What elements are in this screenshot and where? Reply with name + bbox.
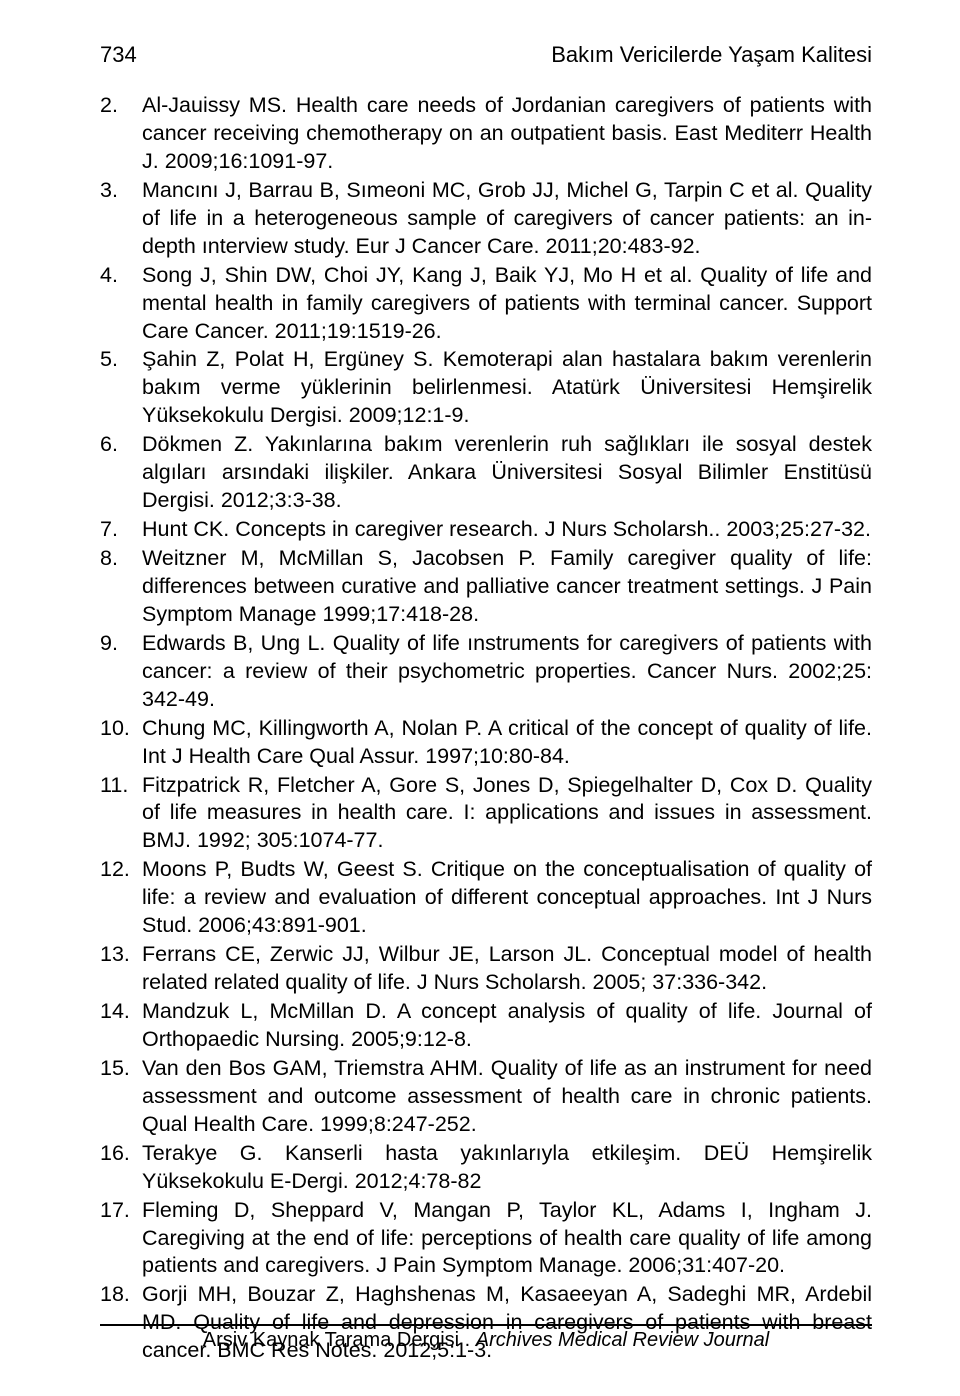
reference-item: 13.Ferrans CE, Zerwic JJ, Wilbur JE, Lar…: [100, 941, 872, 997]
reference-text: Fleming D, Sheppard V, Mangan P, Taylor …: [142, 1197, 872, 1281]
reference-item: 7.Hunt CK. Concepts in caregiver researc…: [100, 516, 872, 544]
reference-item: 10.Chung MC, Killingworth A, Nolan P. A …: [100, 715, 872, 771]
reference-item: 17.Fleming D, Sheppard V, Mangan P, Tayl…: [100, 1197, 872, 1281]
reference-item: 12.Moons P, Budts W, Geest S. Critique o…: [100, 856, 872, 940]
reference-item: 6.Dökmen Z. Yakınlarına bakım verenlerin…: [100, 431, 872, 515]
reference-text: Dökmen Z. Yakınlarına bakım verenlerin r…: [142, 431, 872, 515]
footer-text: Arşiv Kaynak Tarama Dergisi . Archives M…: [100, 1329, 872, 1352]
reference-item: 15.Van den Bos GAM, Triemstra AHM. Quali…: [100, 1055, 872, 1139]
reference-text: Weitzner M, McMillan S, Jacobsen P. Fami…: [142, 545, 872, 629]
reference-number: 14.: [100, 998, 142, 1054]
footer-journal-tr: Arşiv Kaynak Tarama Dergisi .: [203, 1329, 471, 1351]
reference-text: Al-Jauissy MS. Health care needs of Jord…: [142, 92, 872, 176]
reference-number: 5.: [100, 346, 142, 430]
reference-number: 16.: [100, 1140, 142, 1196]
reference-item: 4.Song J, Shin DW, Choi JY, Kang J, Baik…: [100, 262, 872, 346]
page-footer: Arşiv Kaynak Tarama Dergisi . Archives M…: [100, 1324, 872, 1352]
reference-number: 13.: [100, 941, 142, 997]
reference-text: Song J, Shin DW, Choi JY, Kang J, Baik Y…: [142, 262, 872, 346]
reference-item: 3.Mancını J, Barrau B, Sımeoni MC, Grob …: [100, 177, 872, 261]
reference-list: 2.Al-Jauissy MS. Health care needs of Jo…: [100, 92, 872, 1365]
header-title: Bakım Vericilerde Yaşam Kalitesi: [551, 42, 872, 68]
reference-text: Hunt CK. Concepts in caregiver research.…: [142, 516, 872, 544]
reference-item: 5.Şahin Z, Polat H, Ergüney S. Kemoterap…: [100, 346, 872, 430]
reference-text: Moons P, Budts W, Geest S. Critique on t…: [142, 856, 872, 940]
footer-journal-en: Archives Medical Review Journal: [476, 1329, 769, 1351]
reference-item: 9.Edwards B, Ung L. Quality of life ınst…: [100, 630, 872, 714]
reference-item: 14.Mandzuk L, McMillan D. A concept anal…: [100, 998, 872, 1054]
reference-text: Mandzuk L, McMillan D. A concept analysi…: [142, 998, 872, 1054]
reference-number: 9.: [100, 630, 142, 714]
page-header: 734 Bakım Vericilerde Yaşam Kalitesi: [100, 42, 872, 68]
page-number: 734: [100, 42, 137, 68]
reference-number: 10.: [100, 715, 142, 771]
reference-number: 15.: [100, 1055, 142, 1139]
reference-text: Edwards B, Ung L. Quality of life ınstru…: [142, 630, 872, 714]
reference-text: Ferrans CE, Zerwic JJ, Wilbur JE, Larson…: [142, 941, 872, 997]
reference-number: 3.: [100, 177, 142, 261]
reference-number: 8.: [100, 545, 142, 629]
reference-item: 16.Terakye G. Kanserli hasta yakınlarıyl…: [100, 1140, 872, 1196]
reference-number: 11.: [100, 772, 142, 856]
reference-text: Fitzpatrick R, Fletcher A, Gore S, Jones…: [142, 772, 872, 856]
reference-number: 17.: [100, 1197, 142, 1281]
reference-number: 4.: [100, 262, 142, 346]
reference-number: 6.: [100, 431, 142, 515]
reference-text: Van den Bos GAM, Triemstra AHM. Quality …: [142, 1055, 872, 1139]
reference-item: 11.Fitzpatrick R, Fletcher A, Gore S, Jo…: [100, 772, 872, 856]
reference-text: Mancını J, Barrau B, Sımeoni MC, Grob JJ…: [142, 177, 872, 261]
reference-text: Terakye G. Kanserli hasta yakınlarıyla e…: [142, 1140, 872, 1196]
reference-number: 2.: [100, 92, 142, 176]
reference-number: 12.: [100, 856, 142, 940]
reference-item: 2.Al-Jauissy MS. Health care needs of Jo…: [100, 92, 872, 176]
footer-divider: [100, 1324, 872, 1326]
reference-item: 8.Weitzner M, McMillan S, Jacobsen P. Fa…: [100, 545, 872, 629]
reference-text: Chung MC, Killingworth A, Nolan P. A cri…: [142, 715, 872, 771]
reference-text: Şahin Z, Polat H, Ergüney S. Kemoterapi …: [142, 346, 872, 430]
reference-number: 7.: [100, 516, 142, 544]
